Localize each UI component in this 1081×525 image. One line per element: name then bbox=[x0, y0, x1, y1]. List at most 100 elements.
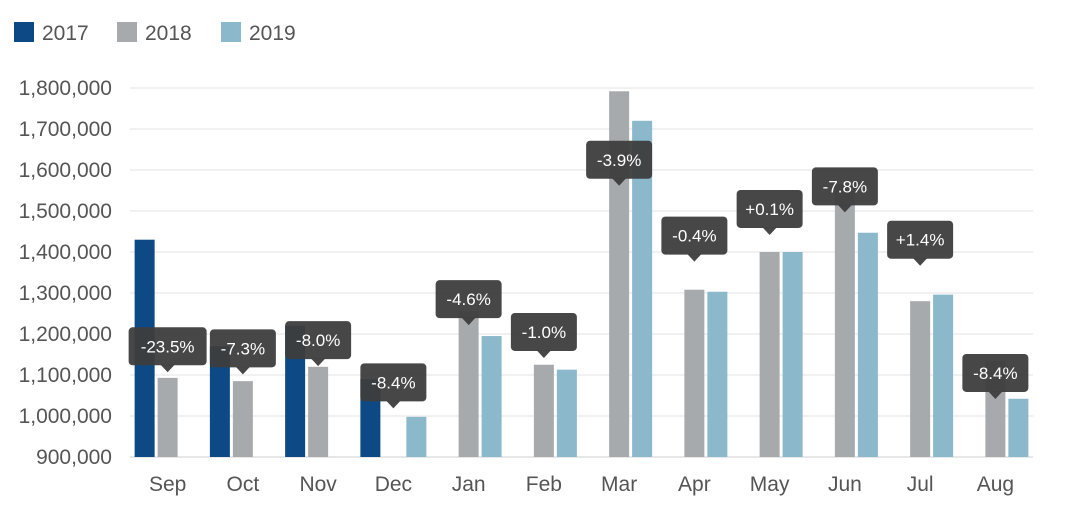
callout-pointer bbox=[160, 364, 175, 373]
callout-label: -7.8% bbox=[823, 177, 867, 196]
callout-pointer bbox=[386, 400, 401, 409]
bar-2018-jan bbox=[458, 311, 479, 457]
callout-box bbox=[661, 216, 728, 255]
callout-pointer bbox=[536, 350, 551, 358]
callout-pointer bbox=[235, 366, 250, 375]
bar-2019-mar bbox=[632, 120, 653, 458]
x-tick-label: Jan bbox=[452, 473, 486, 496]
bar-2018-sep bbox=[157, 377, 178, 457]
legend-swatch bbox=[117, 22, 137, 42]
legend-item-2017: 2017 bbox=[14, 22, 89, 45]
x-tick-label: Sep bbox=[149, 473, 186, 496]
bar-2018-jul bbox=[910, 301, 931, 457]
callout-oct: -7.3% bbox=[209, 329, 276, 375]
callout-pointer bbox=[687, 254, 702, 262]
legend: 2017 2018 2019 bbox=[14, 22, 296, 45]
callout-box bbox=[128, 327, 207, 366]
x-tick-label: Jun bbox=[828, 473, 862, 496]
callout-aug: -8.4% bbox=[962, 353, 1029, 399]
callout-mar: -3.9% bbox=[586, 140, 653, 186]
callout-jun: -7.8% bbox=[811, 167, 878, 213]
callout-label: -4.6% bbox=[446, 290, 490, 309]
callout-pointer bbox=[612, 178, 627, 186]
callout-pointer bbox=[837, 204, 852, 213]
callout-pointer bbox=[762, 227, 777, 235]
callout-label: -8.4% bbox=[371, 373, 415, 392]
legend-label: 2019 bbox=[249, 22, 296, 45]
bar-2018-nov bbox=[308, 366, 329, 457]
callout-jul: +1.4% bbox=[887, 220, 954, 266]
bar-2019-aug bbox=[1008, 398, 1029, 457]
y-tick-label: 1,000,000 bbox=[19, 405, 112, 428]
x-tick-label: Nov bbox=[299, 473, 337, 496]
bar-2019-jun bbox=[857, 232, 878, 457]
callout-box bbox=[360, 363, 427, 402]
x-tick-label: Oct bbox=[227, 473, 260, 496]
callout-label: -23.5% bbox=[141, 337, 195, 356]
bar-2019-feb bbox=[556, 369, 577, 457]
callout-label: -1.0% bbox=[522, 323, 566, 342]
callout-apr: -0.4% bbox=[661, 216, 728, 262]
y-tick-label: 1,800,000 bbox=[19, 77, 112, 100]
callout-label: -3.9% bbox=[597, 151, 641, 170]
x-tick-label: May bbox=[750, 473, 790, 496]
legend-label: 2018 bbox=[145, 22, 192, 45]
x-axis-ticks: Sep Oct Nov Dec Jan Feb Mar Apr May Jun Jul Aug bbox=[149, 473, 1014, 496]
callout-nov: -8.0% bbox=[285, 321, 352, 367]
y-tick-label: 1,600,000 bbox=[19, 159, 112, 182]
callout-box bbox=[510, 312, 577, 351]
bar-2018-apr bbox=[684, 289, 705, 457]
x-tick-label: Mar bbox=[601, 473, 637, 496]
bar-2017-oct bbox=[209, 346, 230, 457]
callout-pointer bbox=[913, 258, 928, 266]
bar-2018-oct bbox=[232, 381, 253, 457]
bar-2018-may bbox=[759, 252, 780, 457]
callout-label: -0.4% bbox=[672, 227, 716, 246]
bar-2019-jul bbox=[933, 294, 954, 457]
callout-label: -7.3% bbox=[221, 339, 265, 358]
callout-box bbox=[209, 329, 276, 368]
legend-label: 2017 bbox=[42, 22, 89, 45]
y-tick-label: 1,200,000 bbox=[19, 323, 112, 346]
callout-box bbox=[962, 353, 1029, 392]
bars bbox=[134, 91, 1029, 458]
callout-label: -8.4% bbox=[973, 364, 1017, 383]
y-tick-label: 1,300,000 bbox=[19, 282, 112, 305]
bar-2019-jan bbox=[481, 336, 502, 457]
callout-box bbox=[285, 321, 352, 360]
callout-label: -8.0% bbox=[296, 331, 340, 350]
callout-pointer bbox=[988, 391, 1003, 399]
y-tick-label: 1,700,000 bbox=[19, 118, 112, 141]
bar-2018-mar bbox=[609, 91, 630, 457]
legend-item-2019: 2019 bbox=[221, 22, 296, 45]
x-tick-label: Dec bbox=[375, 473, 412, 496]
x-tick-label: Jul bbox=[907, 473, 934, 496]
y-tick-label: 1,400,000 bbox=[19, 241, 112, 264]
callout-box bbox=[811, 167, 878, 206]
callout-box bbox=[435, 280, 502, 319]
legend-swatch bbox=[221, 22, 241, 42]
x-tick-label: Apr bbox=[678, 473, 711, 496]
callout-sep: -23.5% bbox=[128, 327, 207, 373]
legend-item-2018: 2018 bbox=[117, 22, 192, 45]
callout-jan: -4.6% bbox=[435, 280, 502, 326]
grid-lines bbox=[130, 87, 1033, 458]
bar-2018-jun bbox=[834, 184, 855, 457]
y-axis-ticks: 900,000 1,000,000 1,100,000 1,200,000 1,300,… bbox=[19, 77, 112, 469]
callout-may: +0.1% bbox=[736, 189, 803, 235]
callout-pointer bbox=[461, 317, 476, 326]
x-tick-label: Aug bbox=[977, 473, 1014, 496]
bar-2018-feb bbox=[533, 364, 554, 457]
callout-label: +1.4% bbox=[896, 231, 945, 250]
callout-box bbox=[887, 220, 954, 259]
bar-2019-apr bbox=[707, 291, 728, 457]
legend-swatch bbox=[14, 22, 34, 42]
callout-pointer bbox=[311, 358, 326, 367]
bar-2019-dec bbox=[406, 416, 427, 457]
callout-dec: -8.4% bbox=[360, 363, 427, 409]
y-tick-label: 1,100,000 bbox=[19, 364, 112, 387]
percent-change-callouts: -23.5% -7.3% -8.0% -8.4% -4.6% -1.0% -3.9% -0.4… bbox=[128, 140, 1029, 409]
callout-feb: -1.0% bbox=[510, 312, 577, 358]
callout-box bbox=[586, 140, 653, 179]
